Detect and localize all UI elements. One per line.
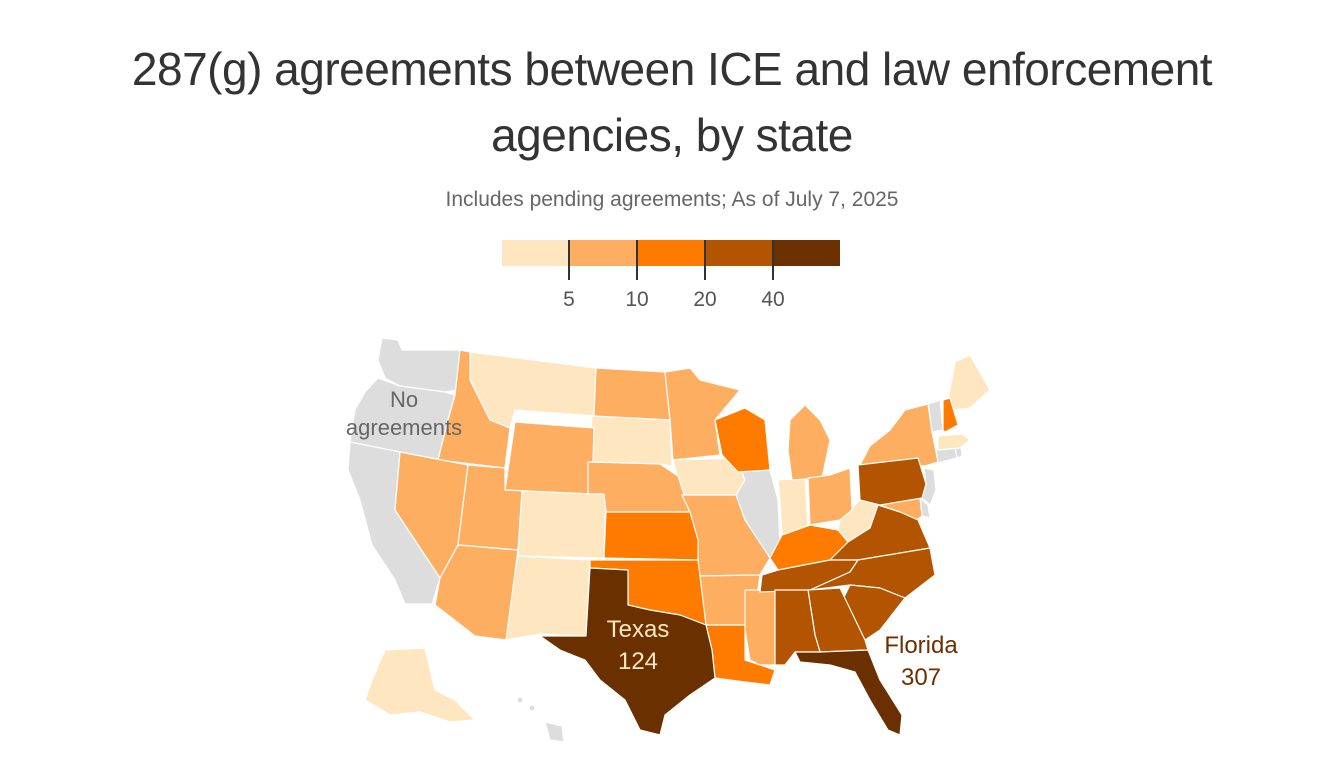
texas-value: 124 bbox=[617, 648, 659, 675]
state-pennsylvania[interactable] bbox=[857, 457, 927, 506]
no-agreements-line-1: No bbox=[389, 387, 419, 412]
legend-tick bbox=[636, 240, 638, 280]
title-line-1: 287(g) agreements between ICE and law en… bbox=[131, 43, 1213, 95]
state-new-hampshire[interactable] bbox=[942, 397, 959, 433]
legend-tick bbox=[704, 240, 706, 280]
state-hawaii-islands bbox=[528, 704, 536, 712]
state-massachusetts[interactable] bbox=[937, 433, 971, 451]
state-arizona[interactable] bbox=[434, 544, 519, 641]
legend-tick bbox=[772, 240, 774, 280]
state-alaska[interactable] bbox=[364, 647, 476, 723]
state-florida[interactable] bbox=[794, 649, 903, 736]
state-north-dakota[interactable] bbox=[593, 367, 671, 421]
legend-swatch-5-9 bbox=[569, 240, 638, 266]
legend-bar bbox=[502, 240, 840, 266]
state-mississippi[interactable] bbox=[744, 589, 776, 666]
legend-tick-label: 5 bbox=[563, 288, 575, 311]
chart-title: 287(g) agreements between ICE and law en… bbox=[0, 36, 1344, 168]
state-new-mexico[interactable] bbox=[505, 555, 591, 641]
state-michigan[interactable] bbox=[787, 404, 831, 481]
florida-annotation: Florida 307 bbox=[884, 630, 957, 694]
color-legend: 5 10 20 40 bbox=[502, 240, 840, 311]
state-wisconsin[interactable] bbox=[714, 407, 771, 473]
state-hawaii[interactable] bbox=[544, 721, 565, 743]
legend-tick bbox=[568, 240, 570, 280]
legend-swatch-40-plus bbox=[772, 240, 840, 266]
state-maine[interactable] bbox=[947, 354, 991, 411]
state-colorado[interactable] bbox=[517, 489, 607, 559]
legend-swatch-1-4 bbox=[502, 240, 570, 266]
florida-value: 307 bbox=[900, 664, 942, 691]
texas-label: Texas bbox=[606, 616, 670, 643]
state-hawaii-islands bbox=[516, 696, 524, 704]
texas-annotation: Texas 124 bbox=[607, 614, 670, 678]
legend-tick-label: 40 bbox=[761, 288, 785, 311]
chart-subtitle: Includes pending agreements; As of July … bbox=[445, 188, 899, 211]
no-agreements-annotation: No agreements bbox=[346, 386, 462, 442]
title-line-2: agencies, by state bbox=[491, 109, 853, 161]
legend-tick-label: 20 bbox=[693, 288, 717, 311]
legend-tick-label: 10 bbox=[625, 288, 649, 311]
state-kansas[interactable] bbox=[603, 511, 699, 561]
state-south-dakota[interactable] bbox=[587, 415, 673, 467]
state-washington[interactable] bbox=[377, 337, 461, 393]
state-wyoming[interactable] bbox=[504, 421, 595, 495]
legend-swatch-10-19 bbox=[637, 240, 705, 266]
state-idaho[interactable] bbox=[437, 349, 511, 469]
state-texas[interactable] bbox=[539, 567, 716, 736]
state-indiana[interactable] bbox=[777, 477, 809, 536]
florida-label: Florida bbox=[884, 632, 958, 659]
no-agreements-line-2: agreements bbox=[345, 415, 463, 440]
legend-swatch-20-39 bbox=[704, 240, 773, 266]
